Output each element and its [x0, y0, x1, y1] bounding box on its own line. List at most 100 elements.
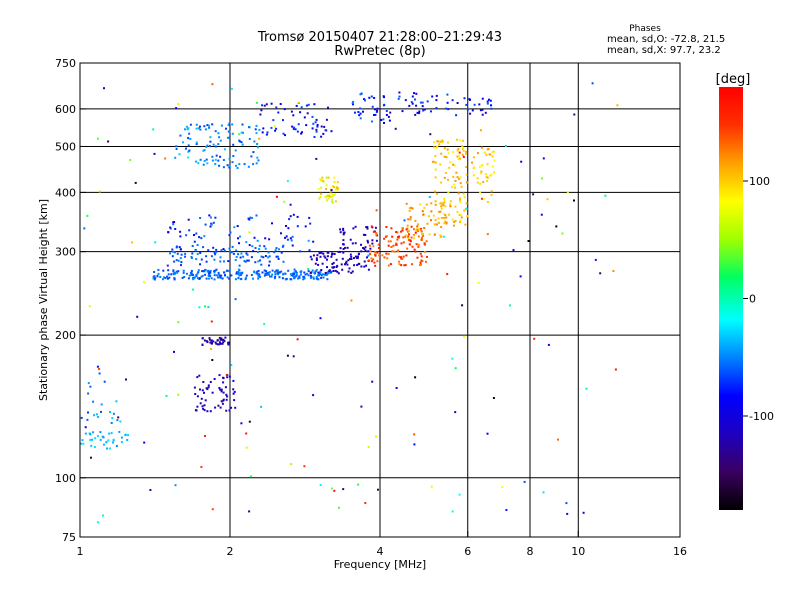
data-point: [375, 110, 378, 113]
data-point: [396, 236, 399, 239]
data-point: [389, 240, 392, 243]
data-point: [179, 230, 182, 233]
data-point: [203, 404, 206, 407]
stats-heading: Phases: [629, 24, 661, 34]
data-point: [96, 521, 99, 524]
data-point: [416, 111, 419, 114]
data-point: [322, 273, 324, 276]
data-point: [348, 267, 351, 270]
data-point: [201, 405, 204, 408]
data-point: [458, 214, 461, 216]
data-point: [484, 111, 487, 114]
data-point: [433, 233, 436, 236]
data-point: [169, 226, 172, 229]
data-point: [354, 242, 357, 245]
data-point: [388, 119, 391, 122]
data-point: [196, 277, 199, 280]
data-point: [305, 104, 308, 107]
data-point: [405, 202, 408, 205]
data-point: [405, 254, 408, 257]
data-point: [434, 219, 437, 222]
data-point: [367, 445, 370, 448]
data-point: [335, 258, 338, 261]
data-point: [457, 192, 460, 195]
data-point: [180, 264, 182, 267]
data-point: [417, 245, 420, 248]
data-point: [222, 398, 225, 401]
data-point: [414, 219, 417, 222]
data-point: [101, 435, 104, 438]
data-point: [307, 268, 310, 271]
data-point: [468, 98, 471, 101]
data-point: [171, 255, 174, 258]
data-point: [272, 119, 275, 122]
data-point: [194, 249, 197, 252]
data-point: [408, 243, 411, 246]
data-point: [193, 234, 195, 236]
data-point: [134, 181, 137, 184]
data-point: [376, 251, 379, 254]
data-point: [209, 140, 212, 143]
data-point: [240, 141, 243, 144]
data-point: [193, 386, 196, 389]
data-point: [434, 168, 437, 171]
data-point: [220, 337, 223, 340]
data-point: [350, 271, 353, 274]
data-point: [258, 244, 261, 247]
data-point: [226, 269, 229, 272]
data-point: [451, 357, 454, 360]
data-point: [243, 260, 246, 262]
data-point: [167, 269, 170, 272]
data-point: [197, 269, 200, 272]
data-point: [312, 394, 315, 397]
data-point: [279, 103, 282, 105]
data-point: [175, 270, 178, 273]
data-point: [324, 273, 327, 276]
data-point: [86, 418, 89, 421]
data-point: [185, 147, 187, 150]
data-point: [185, 272, 188, 275]
data-point: [212, 246, 215, 249]
data-point: [182, 271, 185, 274]
data-point: [219, 341, 221, 344]
data-point: [414, 98, 416, 101]
data-point: [271, 273, 274, 276]
data-point: [447, 108, 450, 111]
data-point: [265, 103, 268, 106]
data-point: [172, 250, 175, 253]
data-point: [206, 410, 209, 413]
data-point: [460, 214, 462, 216]
data-point: [473, 103, 476, 106]
data-point: [320, 125, 323, 128]
data-point: [210, 347, 213, 350]
data-point: [387, 252, 390, 255]
data-point: [432, 214, 435, 217]
data-point: [367, 254, 370, 257]
data-point: [317, 188, 320, 191]
data-point: [232, 252, 235, 255]
data-point: [400, 264, 403, 267]
data-point: [438, 202, 441, 205]
data-point: [91, 438, 93, 441]
data-point: [533, 337, 536, 340]
data-point: [260, 255, 263, 258]
data-point: [210, 339, 213, 342]
data-point: [299, 273, 302, 276]
data-point: [92, 431, 94, 434]
data-point: [436, 145, 439, 148]
data-point: [387, 240, 390, 243]
data-point: [463, 97, 466, 100]
data-point: [371, 242, 374, 245]
data-point: [372, 245, 375, 248]
data-point: [352, 100, 355, 103]
data-point: [421, 105, 424, 108]
y-tick-label: 100: [55, 472, 76, 485]
data-point: [407, 237, 410, 240]
data-point: [512, 249, 515, 252]
data-point: [505, 145, 507, 147]
data-point: [439, 163, 442, 166]
data-point: [309, 276, 312, 279]
data-point: [377, 488, 379, 491]
data-point: [342, 229, 345, 232]
data-point: [154, 241, 157, 244]
